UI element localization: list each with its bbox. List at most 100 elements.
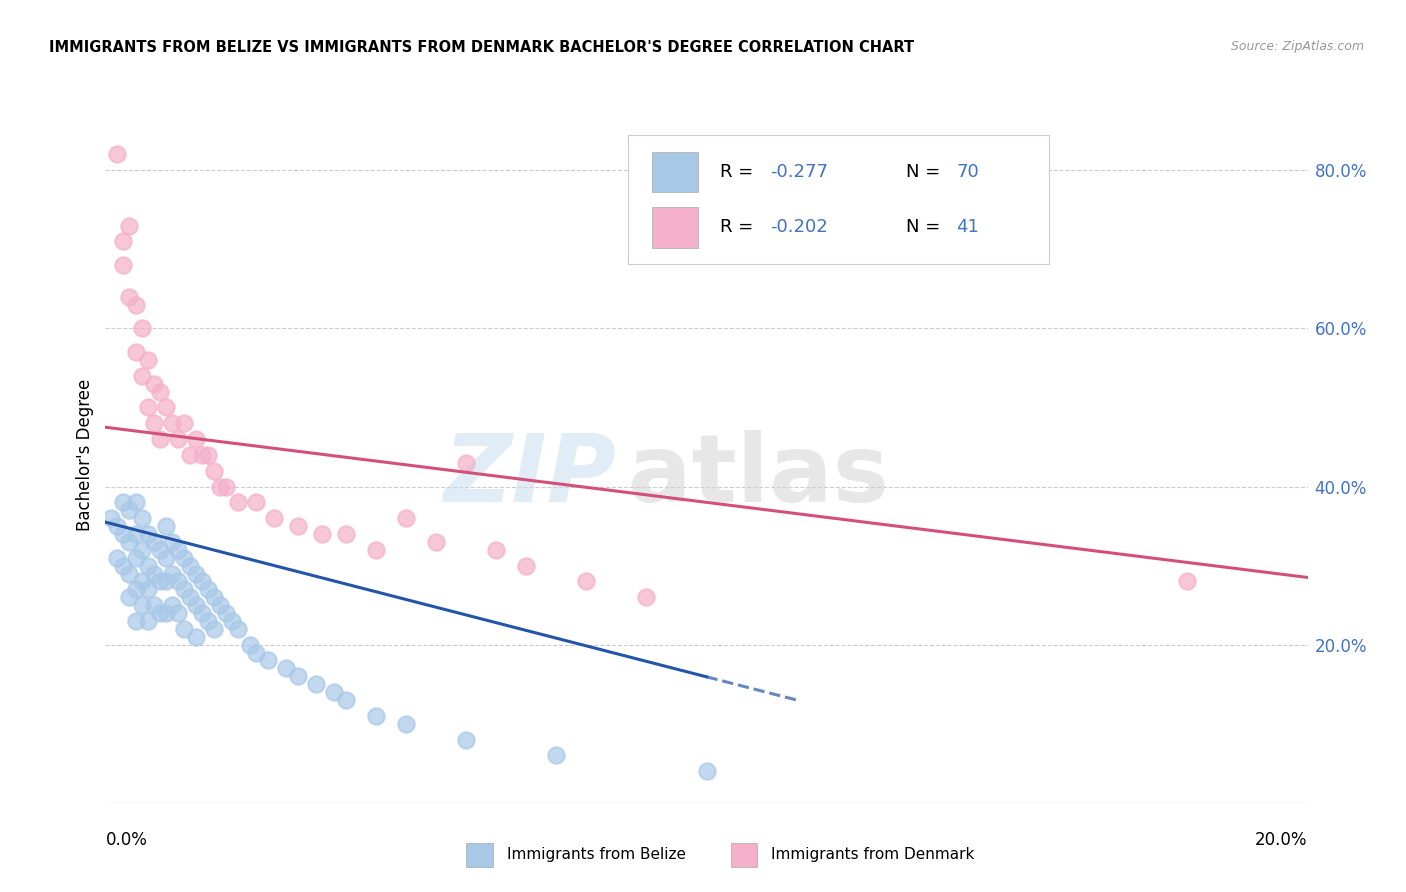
Point bbox=[155, 401, 177, 415]
Point bbox=[197, 582, 219, 597]
Point bbox=[239, 638, 262, 652]
Point bbox=[184, 598, 207, 612]
Point bbox=[197, 448, 219, 462]
Text: 0.0%: 0.0% bbox=[105, 830, 148, 848]
Point bbox=[124, 582, 146, 597]
Point bbox=[136, 614, 159, 628]
Point bbox=[155, 574, 177, 589]
Point bbox=[148, 432, 170, 446]
Point bbox=[112, 558, 135, 573]
Point bbox=[226, 495, 249, 509]
Point bbox=[166, 432, 188, 446]
Point bbox=[124, 298, 146, 312]
Point bbox=[142, 417, 165, 431]
Point bbox=[160, 566, 183, 581]
Point bbox=[118, 503, 141, 517]
Point bbox=[208, 479, 231, 493]
Point bbox=[202, 464, 225, 478]
Point bbox=[112, 235, 135, 249]
Point bbox=[124, 527, 146, 541]
Point bbox=[107, 147, 129, 161]
Point bbox=[131, 368, 153, 383]
Point bbox=[395, 511, 418, 525]
Point bbox=[131, 598, 153, 612]
Point bbox=[364, 708, 387, 723]
Point bbox=[118, 591, 141, 605]
Point bbox=[636, 591, 658, 605]
Y-axis label: Bachelor's Degree: Bachelor's Degree bbox=[76, 379, 94, 531]
Point bbox=[131, 574, 153, 589]
Point bbox=[263, 511, 285, 525]
Text: -0.277: -0.277 bbox=[770, 162, 828, 181]
Text: ZIP: ZIP bbox=[443, 430, 616, 522]
Point bbox=[173, 582, 195, 597]
Bar bbox=[652, 152, 699, 192]
Text: N =: N = bbox=[905, 219, 946, 236]
Point bbox=[184, 566, 207, 581]
Text: Source: ZipAtlas.com: Source: ZipAtlas.com bbox=[1230, 40, 1364, 54]
Point bbox=[190, 606, 212, 620]
Point bbox=[160, 598, 183, 612]
Point bbox=[142, 566, 165, 581]
Point bbox=[142, 534, 165, 549]
Point bbox=[190, 574, 212, 589]
Point bbox=[155, 606, 177, 620]
Text: 70: 70 bbox=[956, 162, 980, 181]
Point bbox=[221, 614, 243, 628]
Point bbox=[274, 661, 297, 675]
Point bbox=[148, 384, 170, 399]
Text: N =: N = bbox=[905, 162, 946, 181]
Point bbox=[112, 495, 135, 509]
Point bbox=[696, 764, 718, 779]
Point bbox=[515, 558, 537, 573]
Point bbox=[136, 558, 159, 573]
Point bbox=[160, 417, 183, 431]
Point bbox=[226, 622, 249, 636]
Point bbox=[124, 614, 146, 628]
Point bbox=[136, 582, 159, 597]
Text: 20.0%: 20.0% bbox=[1256, 830, 1308, 848]
Point bbox=[454, 732, 477, 747]
Bar bbox=[731, 843, 756, 867]
Point bbox=[142, 598, 165, 612]
Point bbox=[287, 669, 309, 683]
Point bbox=[485, 542, 508, 557]
Point bbox=[179, 591, 201, 605]
Point bbox=[546, 748, 568, 763]
Point bbox=[202, 622, 225, 636]
Point bbox=[131, 321, 153, 335]
Point bbox=[256, 653, 278, 667]
Point bbox=[142, 376, 165, 391]
Point bbox=[335, 693, 357, 707]
Text: IMMIGRANTS FROM BELIZE VS IMMIGRANTS FROM DENMARK BACHELOR'S DEGREE CORRELATION : IMMIGRANTS FROM BELIZE VS IMMIGRANTS FRO… bbox=[49, 40, 914, 55]
Point bbox=[124, 345, 146, 359]
Point bbox=[100, 511, 122, 525]
Bar bbox=[652, 207, 699, 248]
Point bbox=[335, 527, 357, 541]
Point bbox=[124, 550, 146, 565]
Point bbox=[190, 448, 212, 462]
Point bbox=[124, 495, 146, 509]
Point bbox=[112, 258, 135, 272]
Text: R =: R = bbox=[720, 219, 759, 236]
Point bbox=[575, 574, 598, 589]
Point bbox=[173, 622, 195, 636]
Point bbox=[160, 534, 183, 549]
Point bbox=[173, 417, 195, 431]
Point bbox=[395, 716, 418, 731]
Point bbox=[184, 432, 207, 446]
Point bbox=[166, 542, 188, 557]
Text: Immigrants from Denmark: Immigrants from Denmark bbox=[772, 847, 974, 863]
Point bbox=[118, 290, 141, 304]
Point bbox=[1175, 574, 1198, 589]
Point bbox=[148, 574, 170, 589]
Text: 41: 41 bbox=[956, 219, 980, 236]
Point bbox=[179, 448, 201, 462]
Point bbox=[245, 646, 267, 660]
Point bbox=[148, 542, 170, 557]
Point bbox=[107, 519, 129, 533]
Point bbox=[214, 606, 236, 620]
Point bbox=[166, 606, 188, 620]
Text: atlas: atlas bbox=[628, 430, 890, 522]
FancyBboxPatch shape bbox=[628, 135, 1049, 263]
